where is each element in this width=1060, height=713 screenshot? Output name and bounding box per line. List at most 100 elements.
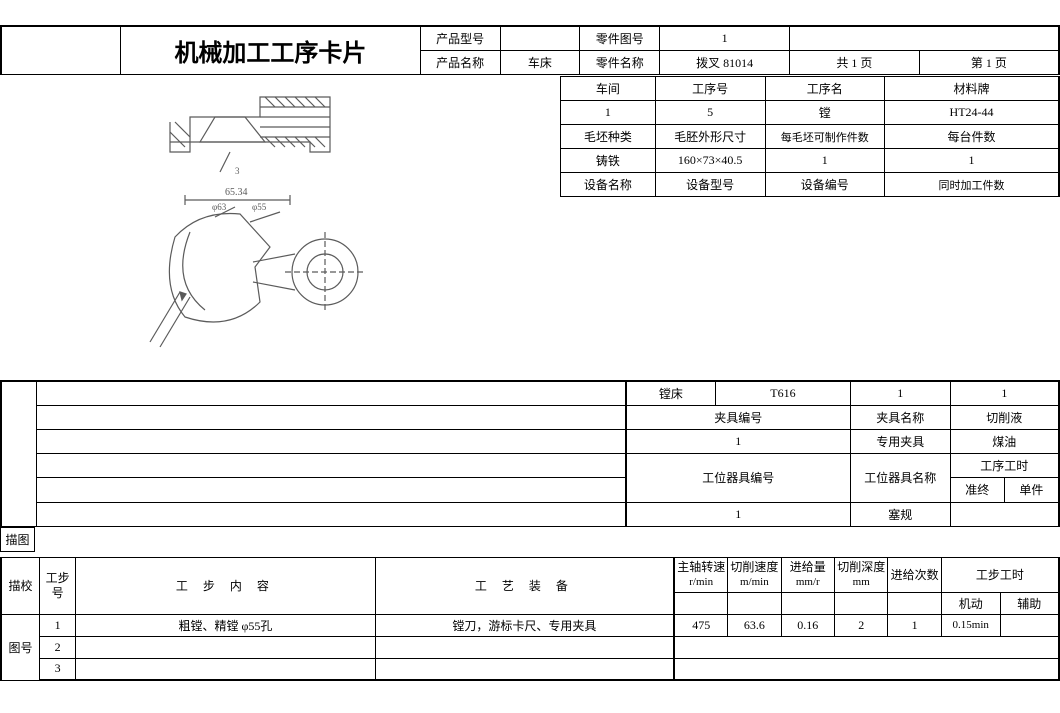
process-name-label: 工序名 bbox=[765, 77, 885, 101]
step-atime bbox=[1000, 614, 1059, 636]
dim-top: 65.34 bbox=[225, 187, 248, 198]
step-equip bbox=[375, 658, 674, 680]
fixture-name-label: 夹具名称 bbox=[850, 405, 950, 429]
workshop: 1 bbox=[561, 101, 656, 125]
step-row: 2 bbox=[1, 636, 1059, 658]
blank-type: 铸铁 bbox=[561, 149, 656, 173]
blank-mid5 bbox=[37, 502, 626, 526]
step-passes: 1 bbox=[888, 614, 941, 636]
blank-mid1 bbox=[37, 405, 626, 429]
blank-right1 bbox=[790, 26, 1060, 50]
step-content bbox=[76, 658, 375, 680]
machine-time-label: 机动 bbox=[941, 592, 1000, 614]
dim-small: 3 bbox=[235, 166, 240, 176]
blank-left bbox=[1, 26, 121, 74]
steps-table: 描校 工步号 工 步 内 容 工 艺 装 备 主轴转速r/min 切削速度m/m… bbox=[0, 557, 1060, 681]
header-table: 机械加工工序卡片 产品型号 零件图号 1 产品名称 车床 零件名称 拨叉 810… bbox=[0, 25, 1060, 75]
unit-label: 单件 bbox=[1004, 478, 1058, 502]
machine-type-label: 镗床 bbox=[626, 381, 716, 405]
part-drawing-no: 1 bbox=[660, 26, 790, 50]
step-row: 图号 1 粗镗、精镗 φ55孔 镗刀，游标卡尺、专用夹具 475 63.6 0.… bbox=[1, 614, 1059, 636]
page-total: 共 1 页 bbox=[790, 50, 920, 74]
equipment-label: 工 艺 装 备 bbox=[375, 558, 674, 615]
passes-label: 进给次数 bbox=[888, 558, 941, 593]
side-review-label: 描校 bbox=[1, 558, 39, 615]
process-no-label: 工序号 bbox=[655, 77, 765, 101]
tool-name-label: 工位器具名称 bbox=[850, 453, 950, 502]
step-equip bbox=[375, 636, 674, 658]
spindle-label: 主轴转速r/min bbox=[674, 558, 727, 593]
card-title: 机械加工工序卡片 bbox=[121, 26, 420, 74]
prep-label: 准终 bbox=[951, 478, 1005, 502]
step-no: 1 bbox=[39, 614, 75, 636]
mval2: 1 bbox=[950, 381, 1059, 405]
step-no: 3 bbox=[39, 658, 75, 680]
step-feed: 0.16 bbox=[781, 614, 834, 636]
step-spindle: 475 bbox=[674, 614, 727, 636]
step-rest bbox=[674, 658, 1059, 680]
dim-dia1: φ63 bbox=[212, 202, 227, 212]
part-drawing-no-label: 零件图号 bbox=[580, 26, 660, 50]
equip-no-label: 设备编号 bbox=[765, 173, 885, 197]
step-row: 3 bbox=[1, 658, 1059, 680]
dim-dia2: φ55 bbox=[252, 202, 267, 212]
equip-model-label: 设备型号 bbox=[655, 173, 765, 197]
mval1: 1 bbox=[850, 381, 950, 405]
tool-name: 塞规 bbox=[850, 502, 950, 526]
step-depth: 2 bbox=[835, 614, 888, 636]
feed-label: 进给量mm/r bbox=[781, 558, 834, 593]
step-no-label: 工步号 bbox=[39, 558, 75, 615]
side-drawing-no-label: 图号 bbox=[1, 614, 39, 680]
equip-name-label: 设备名称 bbox=[561, 173, 656, 197]
speed-blank bbox=[728, 592, 781, 614]
material: HT24-44 bbox=[885, 101, 1059, 125]
page-no: 第 1 页 bbox=[919, 50, 1059, 74]
process-time-label: 工序工时 bbox=[950, 453, 1059, 477]
blank-mid6 bbox=[950, 502, 1059, 526]
part-drawing: 3 65.34 φ63 φ55 bbox=[130, 82, 410, 372]
per-machine-label: 每台件数 bbox=[885, 125, 1059, 149]
part-name: 拨叉 81014 bbox=[660, 50, 790, 74]
machine-type: T616 bbox=[716, 381, 851, 405]
blank-mid2 bbox=[37, 429, 626, 453]
cut-speed-label: 切削速度m/min bbox=[728, 558, 781, 593]
prep-unit-cell: 准终 单件 bbox=[950, 477, 1059, 502]
depth-blank bbox=[835, 592, 888, 614]
blank-side bbox=[1, 381, 37, 526]
fixture-no: 1 bbox=[626, 429, 851, 453]
blank-mid3 bbox=[37, 453, 626, 477]
depth-label: 切削深度mm bbox=[835, 558, 888, 593]
fixture-no-label: 夹具编号 bbox=[626, 405, 851, 429]
aux-time-label: 辅助 bbox=[1000, 592, 1059, 614]
feed-blank bbox=[781, 592, 834, 614]
workshop-label: 车间 bbox=[561, 77, 656, 101]
fixture-name: 专用夹具 bbox=[850, 429, 950, 453]
step-no: 2 bbox=[39, 636, 75, 658]
per-blank: 1 bbox=[765, 149, 885, 173]
coolant: 煤油 bbox=[950, 429, 1059, 453]
spindle-blank bbox=[674, 592, 727, 614]
process-name: 镗 bbox=[765, 101, 885, 125]
blank-mid0 bbox=[37, 381, 626, 405]
part-name-label: 零件名称 bbox=[580, 50, 660, 74]
step-equip: 镗刀，游标卡尺、专用夹具 bbox=[375, 614, 674, 636]
tool-no-label: 工位器具编号 bbox=[626, 453, 851, 502]
blank-mid4 bbox=[37, 477, 626, 502]
blank-size-label: 毛胚外形尺寸 bbox=[655, 125, 765, 149]
concurrent-label: 同时加工件数 bbox=[885, 173, 1059, 197]
tool-no: 1 bbox=[626, 502, 851, 526]
step-time-label: 工步工时 bbox=[941, 558, 1059, 593]
coolant-label: 切削液 bbox=[950, 405, 1059, 429]
product-name: 车床 bbox=[500, 50, 580, 74]
step-rest bbox=[674, 636, 1059, 658]
step-speed: 63.6 bbox=[728, 614, 781, 636]
blank-type-label: 毛坯种类 bbox=[561, 125, 656, 149]
product-model bbox=[500, 26, 580, 50]
passes-blank bbox=[888, 592, 941, 614]
product-name-label: 产品名称 bbox=[420, 50, 500, 74]
step-content: 粗镗、精镗 φ55孔 bbox=[76, 614, 375, 636]
side-sketch-label: 描图 bbox=[0, 527, 35, 552]
process-no: 5 bbox=[655, 101, 765, 125]
step-content-label: 工 步 内 容 bbox=[76, 558, 375, 615]
per-blank-label: 每毛坯可制作件数 bbox=[765, 125, 885, 149]
